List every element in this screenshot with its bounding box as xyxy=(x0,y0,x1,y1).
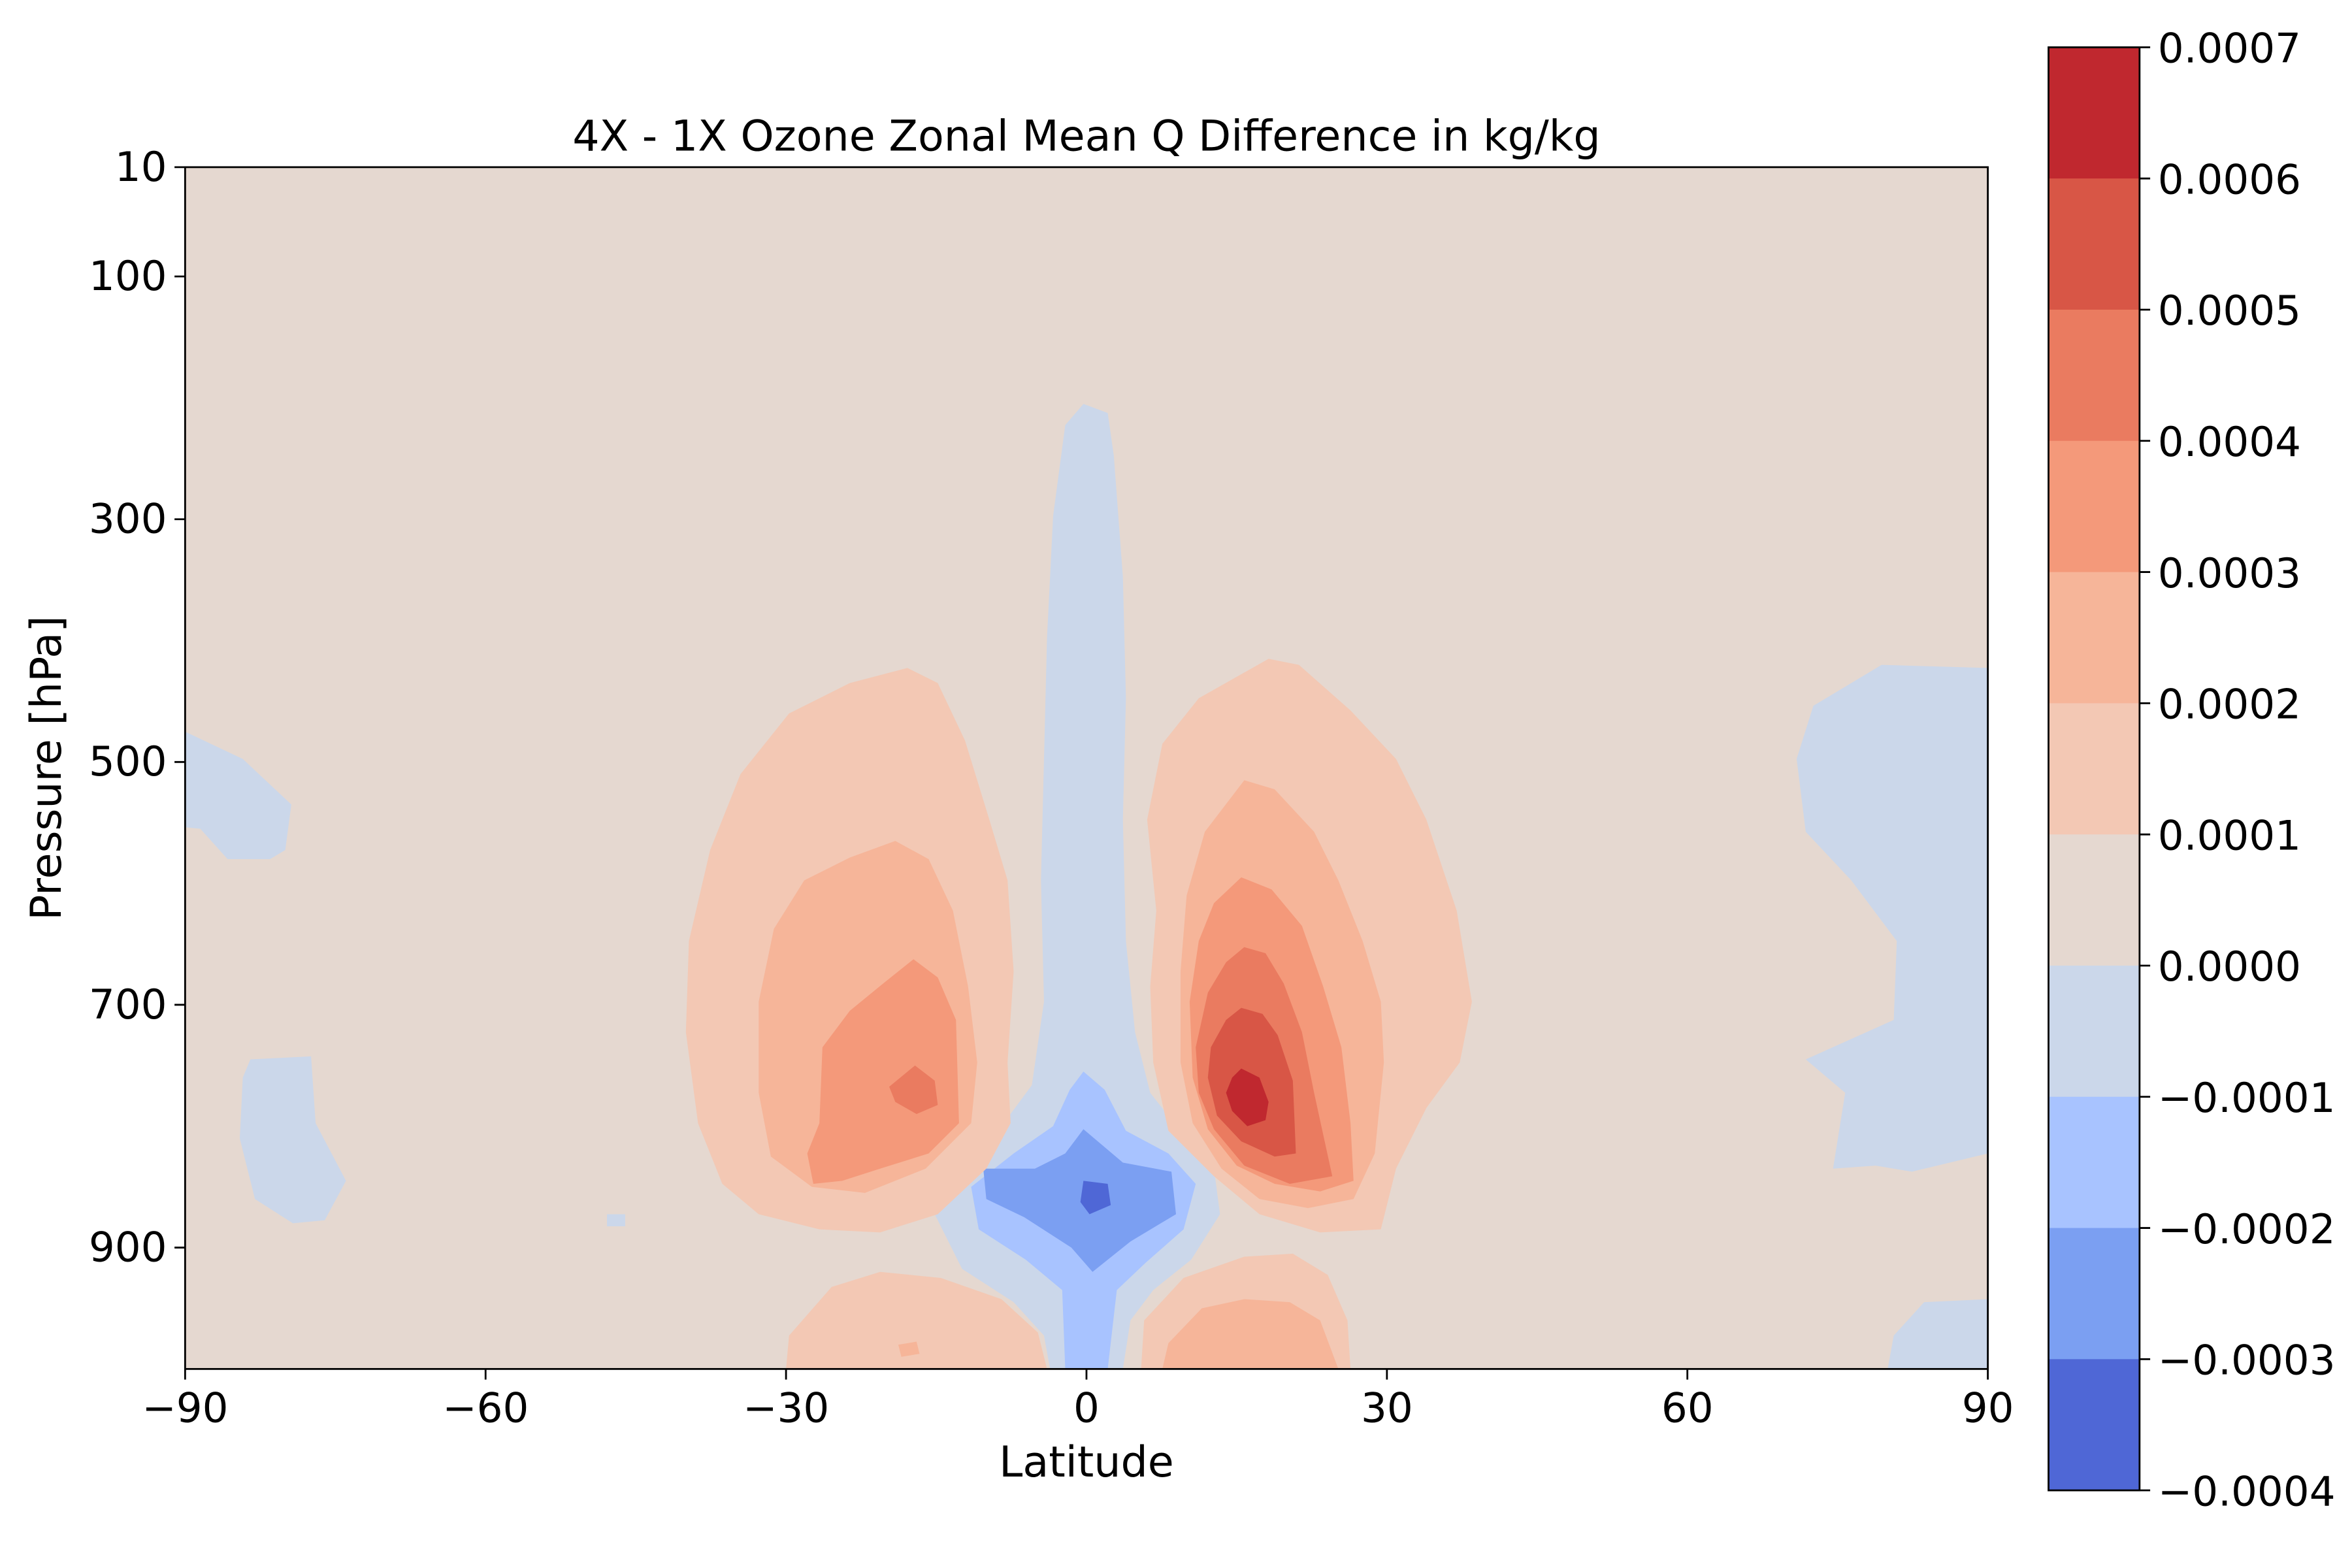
x-axis-label: Latitude xyxy=(999,1438,1174,1487)
contour-field xyxy=(185,167,1987,1369)
x-axis: −90 −60 −30 0 30 60 90 xyxy=(142,1369,2014,1431)
y-axis-label: Pressure [hPa] xyxy=(22,615,71,920)
colorbar: 0.0007 0.0006 0.0005 0.0004 0.0003 0.0002 0.00… xyxy=(2048,25,2335,1516)
colorbar-segment xyxy=(2048,1228,2139,1360)
colorbar-tick-label: 0.0006 xyxy=(2158,155,2301,203)
colorbar-tick-label: −0.0002 xyxy=(2158,1205,2336,1253)
y-tick-label: 300 xyxy=(89,495,167,543)
y-tick-label: 500 xyxy=(89,738,167,785)
x-tick-label: −30 xyxy=(743,1384,829,1432)
colorbar-tick-label: 0.0003 xyxy=(2158,549,2301,597)
colorbar-segment xyxy=(2048,441,2139,573)
colorbar-segment xyxy=(2048,47,2139,179)
x-tick-label: 60 xyxy=(1661,1384,1714,1432)
x-tick-label: −60 xyxy=(442,1384,529,1432)
y-tick-label: 100 xyxy=(89,252,167,300)
x-tick-label: −90 xyxy=(142,1384,228,1432)
y-axis: 10 100 300 500 700 900 xyxy=(89,143,186,1271)
colorbar-tick-label: 0.0001 xyxy=(2158,811,2301,859)
x-tick-label: 90 xyxy=(1962,1384,2014,1432)
colorbar-tick-label: 0.0000 xyxy=(2158,943,2301,990)
x-tick-label: 30 xyxy=(1361,1384,1413,1432)
colorbar-segment xyxy=(2048,966,2139,1098)
colorbar-segment xyxy=(2048,1359,2139,1491)
colorbar-tick-label: −0.0001 xyxy=(2158,1074,2336,1122)
colorbar-segment xyxy=(2048,310,2139,442)
colorbar-segment xyxy=(2048,834,2139,966)
colorbar-tick-label: −0.0004 xyxy=(2158,1467,2336,1515)
x-tick-label: 0 xyxy=(1073,1384,1100,1432)
colorbar-tick-label: 0.0004 xyxy=(2158,418,2301,466)
chart-title: 4X - 1X Ozone Zonal Mean Q Difference in… xyxy=(572,112,1601,161)
colorbar-tick-label: −0.0003 xyxy=(2158,1337,2336,1384)
colorbar-segment xyxy=(2048,572,2139,704)
colorbar-tick-label: 0.0002 xyxy=(2158,681,2301,728)
colorbar-tick-label: 0.0005 xyxy=(2158,287,2301,335)
colorbar-segment xyxy=(2048,1097,2139,1229)
y-tick-label: 700 xyxy=(89,981,167,1028)
small-negative-blob xyxy=(607,1214,625,1226)
colorbar-segment xyxy=(2048,178,2139,310)
colorbar-tick-label: 0.0007 xyxy=(2158,25,2301,73)
colorbar-segment xyxy=(2048,703,2139,835)
y-tick-label: 10 xyxy=(115,143,167,191)
y-tick-label: 900 xyxy=(89,1223,167,1271)
